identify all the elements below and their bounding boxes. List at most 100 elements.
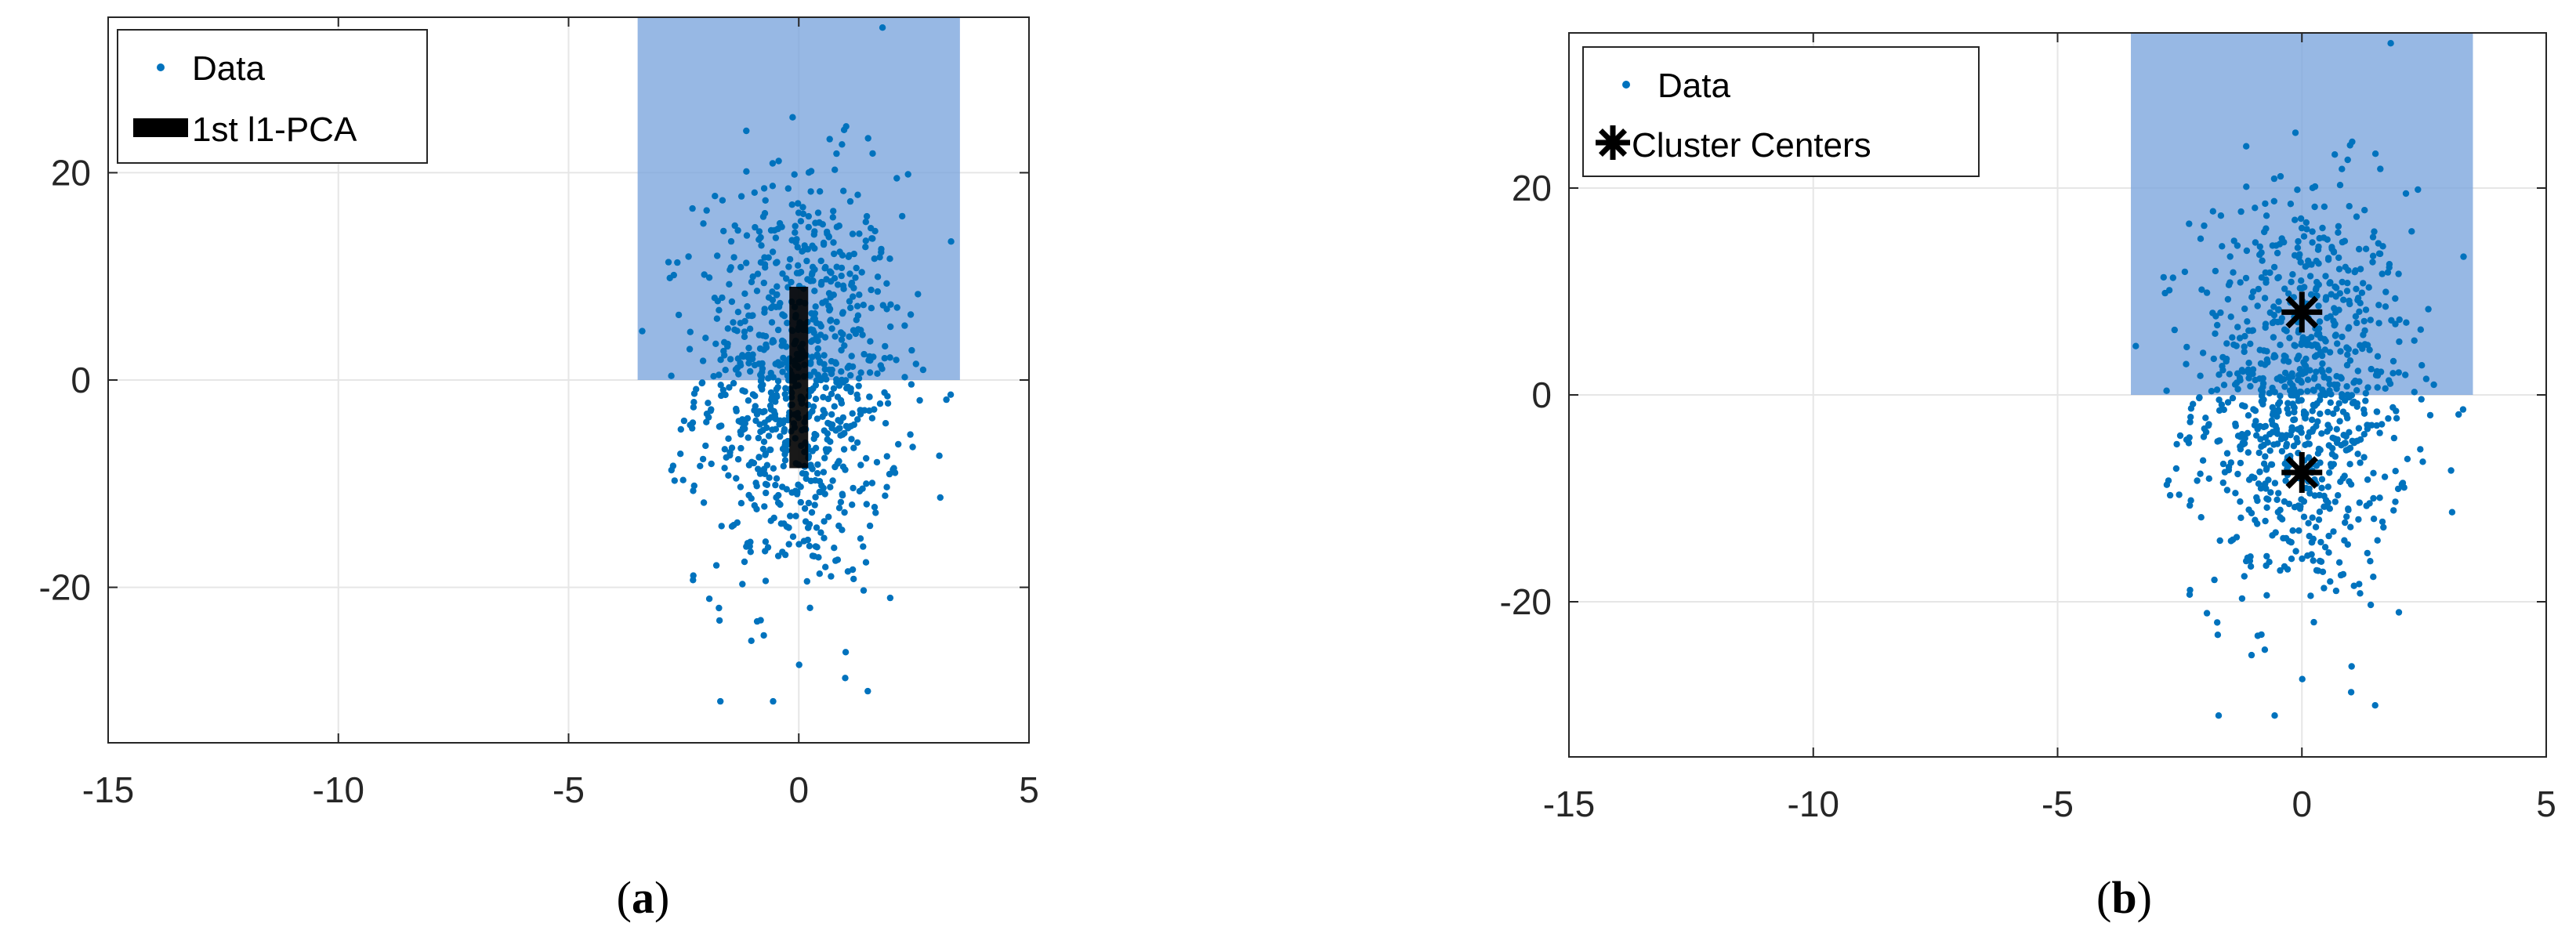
data-point: [2238, 402, 2246, 409]
data-point: [874, 273, 882, 281]
data-point: [2360, 454, 2368, 461]
cluster-center-marker: [2281, 452, 2323, 493]
data-point: [883, 306, 890, 313]
data-point: [766, 474, 773, 481]
data-point: [668, 372, 675, 379]
data-point: [807, 360, 814, 367]
data-point: [710, 373, 717, 380]
data-point: [2173, 440, 2180, 448]
data-point: [2340, 432, 2347, 439]
data-point: [807, 188, 814, 195]
data-point: [830, 239, 837, 246]
data-point: [726, 281, 733, 288]
data-point: [719, 294, 726, 302]
data-point: [2309, 407, 2316, 414]
data-point: [2321, 585, 2328, 592]
data-point: [2296, 505, 2304, 512]
data-point: [2361, 207, 2368, 214]
data-point: [726, 384, 733, 391]
data-point: [838, 400, 846, 407]
data-point: [2274, 407, 2282, 414]
data-point: [803, 577, 811, 585]
data-point: [848, 353, 855, 360]
data-point: [847, 371, 854, 379]
data-point: [821, 366, 828, 373]
data-point: [772, 234, 780, 241]
data-point: [2216, 371, 2223, 378]
data-point: [812, 543, 820, 550]
data-point: [801, 246, 808, 253]
data-point: [2333, 405, 2340, 412]
data-point: [883, 453, 891, 460]
data-point: [2255, 449, 2263, 457]
data-point: [716, 371, 723, 378]
data-point: [795, 541, 803, 548]
data-point: [2373, 422, 2380, 429]
data-point: [712, 193, 719, 200]
data-point: [879, 24, 886, 31]
legend-box: [117, 29, 428, 164]
data-point: [761, 503, 768, 510]
data-point: [2312, 523, 2320, 530]
data-point: [746, 325, 754, 332]
data-point: [849, 501, 856, 509]
data-point: [2426, 411, 2434, 419]
data-point: [884, 393, 891, 400]
x-tick-label: -15: [82, 769, 134, 810]
data-point: [2166, 491, 2174, 499]
data-point: [2370, 469, 2377, 476]
data-point: [2460, 253, 2467, 260]
data-point: [2371, 150, 2379, 157]
data-point: [757, 233, 764, 241]
data-point: [847, 304, 854, 312]
data-point: [680, 417, 688, 425]
data-point: [779, 548, 786, 556]
data-point: [2314, 418, 2321, 425]
data-point: [759, 408, 766, 416]
data-point: [2353, 319, 2360, 327]
data-point: [907, 431, 914, 438]
panel-label: (a): [617, 872, 670, 923]
data-point: [810, 368, 818, 375]
data-point: [886, 255, 893, 262]
data-point: [835, 458, 842, 465]
data-point: [827, 317, 834, 324]
data-point: [2357, 590, 2364, 597]
data-point: [2335, 266, 2343, 273]
data-point: [2269, 532, 2276, 539]
data-point: [828, 278, 835, 285]
data-point: [2273, 440, 2281, 447]
data-point: [713, 315, 721, 322]
data-point: [2231, 381, 2239, 388]
data-point: [799, 204, 806, 211]
data-point: [2248, 328, 2255, 335]
data-point: [2418, 362, 2426, 369]
data-point: [687, 422, 694, 429]
legend-label-data: Data: [1658, 67, 1730, 105]
data-point: [2215, 712, 2223, 719]
data-point: [810, 403, 817, 411]
data-point: [868, 286, 875, 294]
data-point: [2183, 360, 2190, 367]
data-point: [2318, 476, 2326, 483]
data-point: [805, 223, 813, 231]
data-point: [774, 499, 782, 506]
data-point: [871, 504, 879, 511]
data-point: [2298, 378, 2305, 386]
data-point: [2339, 333, 2346, 341]
y-tick-label: 0: [71, 360, 91, 400]
data-point: [2202, 414, 2209, 422]
data-point: [2366, 346, 2373, 353]
data-point: [854, 416, 861, 423]
data-point: [2382, 303, 2389, 310]
data-point: [2219, 479, 2226, 487]
data-point: [2290, 443, 2298, 450]
legend-data-marker: [157, 63, 165, 71]
data-point: [915, 291, 922, 298]
x-tick-label: -10: [1788, 784, 1839, 824]
data-point: [781, 442, 788, 449]
data-point: [2309, 514, 2316, 521]
data-point: [2161, 289, 2168, 297]
data-point: [2364, 384, 2371, 391]
data-point: [665, 259, 672, 266]
